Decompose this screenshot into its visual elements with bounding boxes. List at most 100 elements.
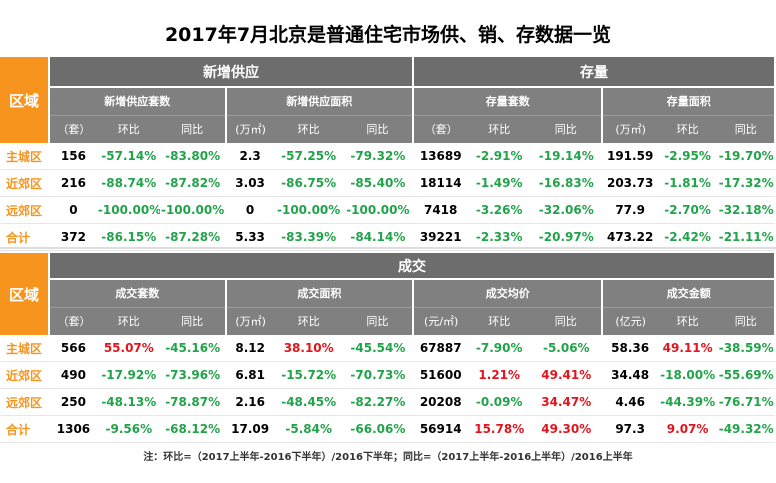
table-row: 近郊区 490 -17.92% -73.96% 6.81 -15.72% -70.73% 51… bbox=[0, 361, 775, 389]
page-title: 2017年7月北京是普通住宅市场供、销、存数据一览 bbox=[164, 24, 612, 46]
footnote: 注：环比=（2017上半年-2016下半年）/2016下半年；同比=（2017上… bbox=[143, 452, 633, 463]
table-cell: -5.84% bbox=[274, 415, 343, 443]
unit-header: 同比 bbox=[530, 114, 604, 143]
table-cell: 1.21% bbox=[468, 361, 531, 389]
table-row: 主城区 156 -57.14% -83.80% 2.3 -57.25% -79.32% 136… bbox=[0, 143, 775, 170]
region-name: 合计 bbox=[0, 223, 49, 251]
table-cell: -2.42% bbox=[657, 223, 718, 251]
table-cell: -16.83% bbox=[530, 169, 603, 197]
table-cell: -3.26% bbox=[468, 196, 531, 224]
table-cell: 67887 bbox=[413, 335, 469, 362]
table-cell: -84.14% bbox=[342, 223, 414, 251]
table-cell: 20208 bbox=[413, 388, 469, 416]
table-cell: 7418 bbox=[413, 196, 469, 224]
unit-header: 同比 bbox=[530, 306, 604, 335]
table-cell: 34.47% bbox=[530, 388, 603, 416]
table-cell: 216 bbox=[48, 169, 98, 197]
table-cell: -82.27% bbox=[342, 388, 414, 416]
table-cell: -38.59% bbox=[717, 335, 775, 362]
table-cell: 39221 bbox=[413, 223, 469, 251]
table-cell: -100.00% bbox=[342, 196, 414, 224]
unit-header: 环比 bbox=[468, 114, 531, 143]
table-cell: 97.3 bbox=[602, 415, 658, 443]
unit-header: 同比 bbox=[717, 114, 776, 143]
sub-header: 存量面积 bbox=[602, 86, 776, 115]
table-cell: 17.09 bbox=[225, 415, 275, 443]
table-cell: 1306 bbox=[48, 415, 98, 443]
table-row: 远郊区 250 -48.13% -78.87% 2.16 -48.45% -82.27% 20… bbox=[0, 388, 775, 416]
table-cell: -88.74% bbox=[97, 169, 160, 197]
unit-header: (万㎡) bbox=[225, 306, 275, 335]
table-row: 合计 372 -86.15% -87.28% 5.33 -83.39% -84.14% 392… bbox=[0, 223, 775, 251]
unit-header: （套） bbox=[48, 114, 98, 143]
sub-header: 成交金额 bbox=[602, 278, 776, 307]
table-cell: 2.16 bbox=[225, 388, 275, 416]
table-cell: -20.97% bbox=[530, 223, 603, 251]
table-cell: -100.00% bbox=[97, 196, 160, 224]
table-cell: -83.39% bbox=[274, 223, 343, 251]
table-cell: -48.13% bbox=[97, 388, 160, 416]
table-cell: 156 bbox=[48, 143, 98, 170]
table-cell: 18114 bbox=[413, 169, 469, 197]
table-cell: -57.14% bbox=[97, 143, 160, 170]
table-cell: 77.9 bbox=[602, 196, 658, 224]
table-cell: 2.3 bbox=[225, 143, 275, 170]
table-cell: -45.54% bbox=[342, 335, 414, 362]
table-cell: -76.71% bbox=[717, 388, 775, 416]
region-name: 远郊区 bbox=[0, 196, 49, 224]
unit-header: (亿元) bbox=[602, 306, 658, 335]
table-cell: -18.00% bbox=[657, 361, 718, 389]
region-name: 主城区 bbox=[0, 335, 49, 362]
table-cell: -100.00% bbox=[274, 196, 343, 224]
region-name: 主城区 bbox=[0, 143, 49, 170]
table-cell: -44.39% bbox=[657, 388, 718, 416]
unit-header: (万㎡) bbox=[225, 114, 275, 143]
table-cell: -78.87% bbox=[159, 388, 226, 416]
table-cell: 38.10% bbox=[274, 335, 343, 362]
table-cell: 55.07% bbox=[97, 335, 160, 362]
table-cell: -70.73% bbox=[342, 361, 414, 389]
table-cell: -66.06% bbox=[342, 415, 414, 443]
table-cell: 566 bbox=[48, 335, 98, 362]
table-cell: -48.45% bbox=[274, 388, 343, 416]
table-cell: -1.49% bbox=[468, 169, 531, 197]
table-cell: -2.95% bbox=[657, 143, 718, 170]
table-cell: -5.06% bbox=[530, 335, 603, 362]
table-cell: 8.12 bbox=[225, 335, 275, 362]
sub-header: 成交均价 bbox=[413, 278, 604, 307]
section-divider bbox=[0, 247, 776, 249]
table-cell: -86.15% bbox=[97, 223, 160, 251]
table-cell: -87.28% bbox=[159, 223, 226, 251]
table-cell: -83.80% bbox=[159, 143, 226, 170]
table-cell: 0 bbox=[225, 196, 275, 224]
table-cell: -32.18% bbox=[717, 196, 775, 224]
region-name: 远郊区 bbox=[0, 388, 49, 416]
table-row: 远郊区 0 -100.00% -100.00% 0 -100.00% -100.00% 741… bbox=[0, 196, 775, 224]
region-name: 近郊区 bbox=[0, 169, 49, 197]
table-cell: 13689 bbox=[413, 143, 469, 170]
unit-header: 环比 bbox=[657, 306, 718, 335]
table-cell: -7.90% bbox=[468, 335, 531, 362]
table-cell: -1.81% bbox=[657, 169, 718, 197]
table-cell: -45.16% bbox=[159, 335, 226, 362]
unit-header: 同比 bbox=[342, 306, 415, 335]
table-cell: -21.11% bbox=[717, 223, 775, 251]
table-cell: -73.96% bbox=[159, 361, 226, 389]
table-cell: -85.40% bbox=[342, 169, 414, 197]
table-cell: -15.72% bbox=[274, 361, 343, 389]
region-name: 合计 bbox=[0, 415, 49, 443]
table-cell: -57.25% bbox=[274, 143, 343, 170]
table-cell: -86.75% bbox=[274, 169, 343, 197]
sub-header: 成交面积 bbox=[225, 278, 415, 307]
table-cell: 372 bbox=[48, 223, 98, 251]
sub-header: 新增供应套数 bbox=[48, 86, 227, 115]
region-name: 近郊区 bbox=[0, 361, 49, 389]
table-cell: 191.59 bbox=[602, 143, 658, 170]
unit-header: 环比 bbox=[97, 306, 160, 335]
table-cell: -87.82% bbox=[159, 169, 226, 197]
deals-table: 区域 成交 成交套数 成交面积 成交均价 成交金额 （套） 环比 同比 (万㎡) 环比同… bbox=[0, 253, 776, 443]
unit-header: (万㎡) bbox=[602, 114, 658, 143]
unit-header: 同比 bbox=[159, 306, 227, 335]
table-cell: -32.06% bbox=[530, 196, 603, 224]
unit-header: （套） bbox=[413, 114, 469, 143]
